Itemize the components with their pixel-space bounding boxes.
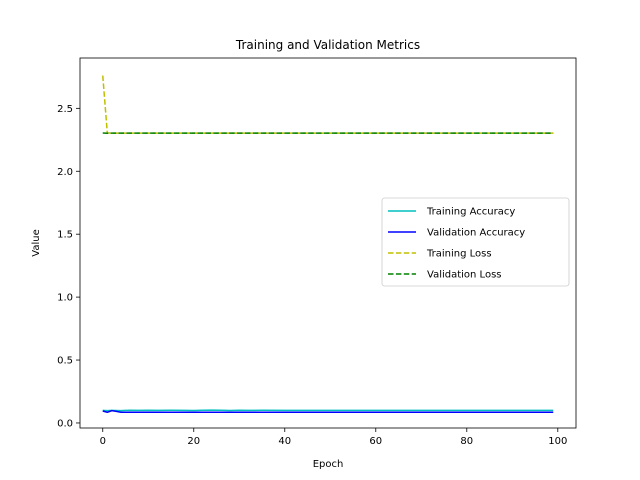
legend-label: Training Loss [426, 249, 492, 260]
x-tick-label: 60 [369, 436, 382, 447]
chart-title: Training and Validation Metrics [235, 38, 420, 52]
y-tick-label: 1.0 [57, 293, 73, 304]
series-line-training-accuracy [102, 409, 554, 412]
y-tick-label: 0.5 [57, 356, 73, 367]
series-line-validation-accuracy [102, 409, 554, 414]
x-tick-label: 80 [460, 436, 473, 447]
x-tick-label: 0 [100, 436, 106, 447]
y-axis-label: Value [31, 229, 42, 256]
legend: Training Accuracy Validation Accuracy Trai… [381, 197, 570, 287]
legend-box [381, 197, 570, 287]
series-layer [102, 75, 554, 414]
y-tick-label: 0.0 [57, 418, 73, 429]
legend-label: Training Accuracy [426, 207, 515, 218]
y-tick-label: 2.5 [57, 104, 73, 115]
legend-label: Validation Loss [427, 270, 502, 281]
ticks-layer: 0 20 40 60 80 100 0.0 0.5 1.0 1.5 2.0 2.5 [57, 104, 567, 447]
x-tick-label: 100 [548, 436, 567, 447]
x-axis-label: Epoch [313, 459, 344, 470]
x-tick-label: 40 [278, 436, 291, 447]
y-tick-label: 2.0 [57, 167, 73, 178]
y-tick-label: 1.5 [57, 230, 73, 241]
x-tick-label: 20 [187, 436, 200, 447]
plot-frame [79, 57, 577, 429]
legend-label: Validation Accuracy [427, 228, 525, 239]
